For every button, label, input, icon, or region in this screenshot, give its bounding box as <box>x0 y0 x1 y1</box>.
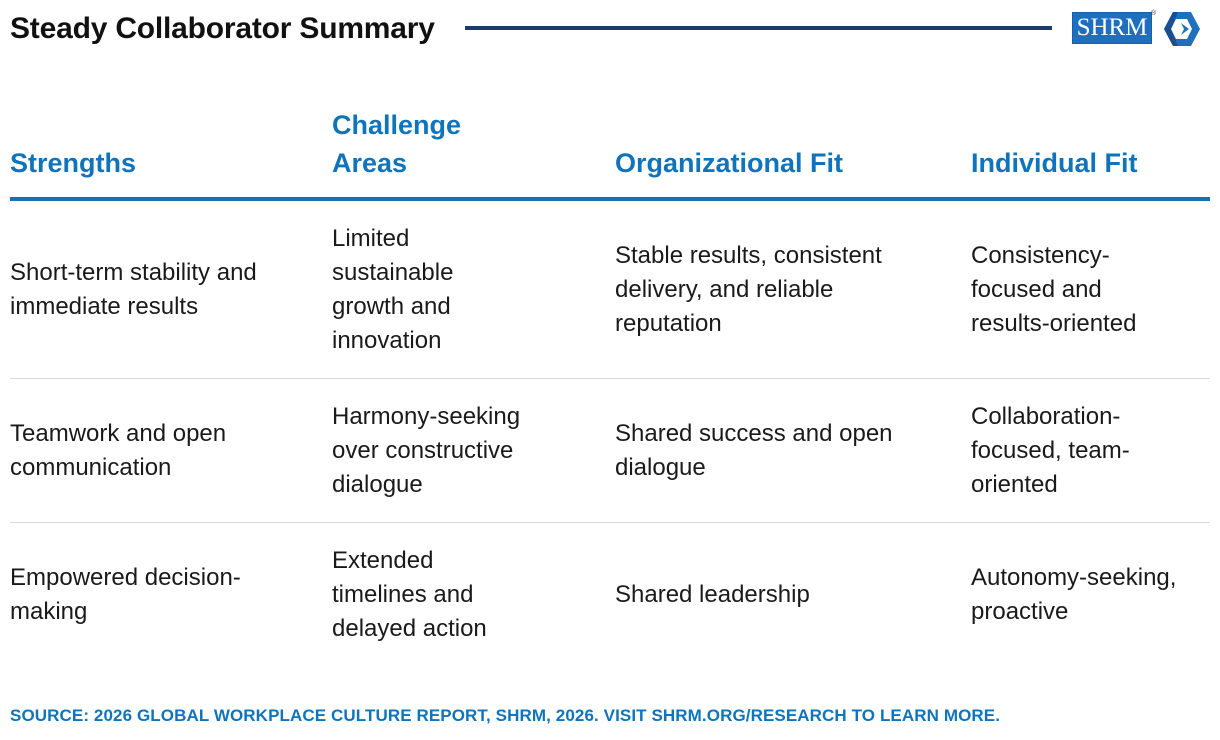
row-divider <box>10 378 1210 379</box>
table-cell: Shared success and open dialogue <box>615 420 893 481</box>
header: Steady Collaborator Summary SHRM ® <box>10 10 1210 50</box>
column-header-challenge-areas: Challenge Areas <box>332 110 462 178</box>
table-cell: Autonomy-seeking, proactive <box>971 564 1177 625</box>
table-cell: Teamwork and open communication <box>10 420 227 481</box>
table-cell: Limited sustainable growth and innovatio… <box>332 225 454 354</box>
shrm-hexagon-logo-icon <box>1164 12 1200 46</box>
header-divider <box>10 197 1210 201</box>
table-cell: Extended timelines and delayed action <box>332 547 487 642</box>
column-header-individual-fit: Individual Fit <box>971 148 1138 178</box>
table-cell: Stable results, consistent delivery, and… <box>615 242 882 337</box>
table-cell: Empowered decision-making <box>10 564 241 625</box>
row-divider <box>10 522 1210 523</box>
page-title: Steady Collaborator Summary <box>10 12 435 45</box>
table-cell: Short-term stability and immediate resul… <box>10 259 257 320</box>
shrm-logo: SHRM <box>1072 12 1152 44</box>
table-cell: Collaboration-focused, team-oriented <box>971 403 1130 498</box>
title-divider <box>465 26 1052 30</box>
table-cell: Consistency-focused and results-oriented <box>971 242 1137 337</box>
column-header-strengths: Strengths <box>10 148 137 178</box>
table-cell: Harmony-seeking over constructive dialog… <box>332 403 521 498</box>
column-header-organizational-fit: Organizational Fit <box>615 148 844 178</box>
registered-mark: ® <box>1151 10 1157 17</box>
shrm-logo-text: SHRM <box>1076 14 1148 41</box>
table-cell: Shared leadership <box>615 581 810 608</box>
source-note: SOURCE: 2026 GLOBAL WORKPLACE CULTURE RE… <box>10 706 1001 725</box>
